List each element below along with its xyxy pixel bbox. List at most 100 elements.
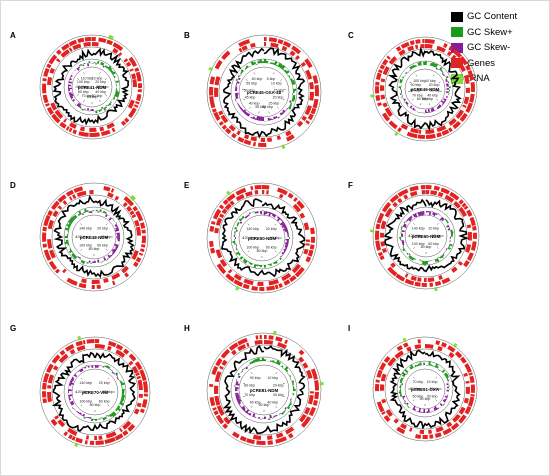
- gc-skew-segment: [120, 398, 124, 402]
- gene-block: [264, 335, 267, 340]
- gc-skew-segment: [69, 380, 73, 383]
- gc-skew-segment: [427, 260, 430, 262]
- gc-skew-segment: [409, 215, 413, 219]
- gc-skew-segment: [261, 418, 264, 419]
- gc-skew-segment: [121, 394, 126, 398]
- gene-block: [73, 186, 84, 193]
- gene-block: [289, 50, 296, 57]
- gc-skew-segment: [235, 84, 237, 88]
- gc-skew-segment: [423, 362, 425, 366]
- gene-block: [128, 360, 134, 366]
- gc-skew-segment: [104, 65, 108, 68]
- gene-block: [441, 277, 451, 285]
- gene-block: [94, 435, 98, 440]
- gc-skew-segment: [281, 412, 284, 416]
- gene-block: [380, 384, 385, 391]
- gc-skew-segment: [87, 63, 90, 67]
- gc-skew-segment: [437, 68, 440, 70]
- gc-skew-segment: [105, 104, 108, 107]
- gene-block: [231, 431, 240, 439]
- gene-block: [426, 185, 432, 190]
- gene-block: [425, 44, 433, 49]
- guide-ring: [396, 360, 454, 418]
- gc-skew-segment: [273, 116, 276, 120]
- gc-skew-segment: [401, 91, 403, 94]
- gc-skew-segment: [402, 97, 404, 100]
- gc-skew-segment: [445, 91, 449, 94]
- gc-skew-segment: [237, 399, 242, 403]
- gc-skew-segment: [72, 72, 74, 74]
- gc-skew-segment: [445, 397, 448, 400]
- gene-block: [245, 191, 253, 197]
- gc-skew-segment: [284, 366, 289, 371]
- gc-skew-segment: [399, 389, 402, 392]
- scale-tick-label: 20 kbp: [273, 384, 284, 388]
- gene-block: [47, 391, 52, 403]
- gc-skew-segment: [68, 398, 72, 401]
- gc-skew-segment: [117, 237, 120, 240]
- gc-skew-segment: [441, 72, 444, 75]
- gc-skew-segment: [256, 211, 259, 214]
- gc-skew-segment: [403, 223, 407, 227]
- gene-block: [310, 236, 315, 243]
- gene-block: [112, 47, 119, 54]
- gene-block: [50, 200, 60, 211]
- gene-block: [138, 393, 143, 399]
- gene-block: [218, 121, 224, 126]
- gc-skew-segment: [241, 405, 246, 410]
- gc-skew-segment: [400, 377, 404, 381]
- gc-skew-segment: [406, 219, 409, 222]
- gene-block: [213, 410, 219, 416]
- gene-block: [292, 203, 302, 213]
- gc-skew-segment: [290, 79, 295, 84]
- gc-skew-segment: [400, 238, 402, 241]
- gc-skew-segment: [90, 109, 92, 111]
- gc-skew-segment: [434, 63, 438, 68]
- gene-block: [380, 232, 385, 238]
- scale-tick-label: 90 kbp: [250, 376, 261, 380]
- guide-ring: [39, 182, 149, 292]
- gene-block: [59, 349, 66, 356]
- gc-skew-segment: [71, 73, 73, 75]
- gc-skew-segment: [77, 103, 82, 108]
- gene-block: [418, 129, 422, 134]
- gc-skew-segment: [262, 210, 264, 212]
- gene-block: [123, 58, 129, 63]
- gc-skew-segment: [446, 88, 449, 90]
- gene-block: [139, 369, 147, 382]
- gene-block: [42, 382, 47, 390]
- gc-skew-segment: [96, 110, 99, 112]
- gc-skew-segment: [406, 105, 409, 107]
- gene-block: [101, 129, 111, 137]
- gene-block: [285, 426, 295, 435]
- gc-skew-segment: [401, 374, 406, 377]
- scale-tick: [80, 404, 83, 407]
- gc-skew-segment: [405, 74, 407, 76]
- gc-skew-segment: [450, 229, 453, 232]
- gc-skew-segment: [282, 224, 287, 228]
- gene-block: [91, 279, 100, 284]
- gene-block: [461, 202, 467, 208]
- gc-skew-segment: [449, 236, 451, 239]
- gc-skew-segment: [420, 260, 423, 262]
- gene-block: [310, 368, 318, 380]
- gc-skew-segment: [440, 406, 442, 408]
- gc-skew-segment: [270, 62, 273, 65]
- gene-block: [446, 50, 453, 57]
- gc-skew-segment: [248, 412, 252, 416]
- gc-skew-segment: [447, 394, 449, 397]
- gene-block: [252, 434, 262, 440]
- gc-skew-segment: [252, 211, 255, 213]
- gene-block: [51, 354, 61, 364]
- gc-skew-segment: [101, 261, 104, 263]
- gc-skew-segment: [422, 260, 425, 265]
- gene-block: [47, 76, 53, 86]
- gc-content-track: [387, 46, 462, 132]
- gc-skew-segment: [68, 232, 69, 235]
- gene-block: [458, 406, 466, 415]
- gene-block: [43, 214, 51, 227]
- gene-block: [425, 39, 435, 44]
